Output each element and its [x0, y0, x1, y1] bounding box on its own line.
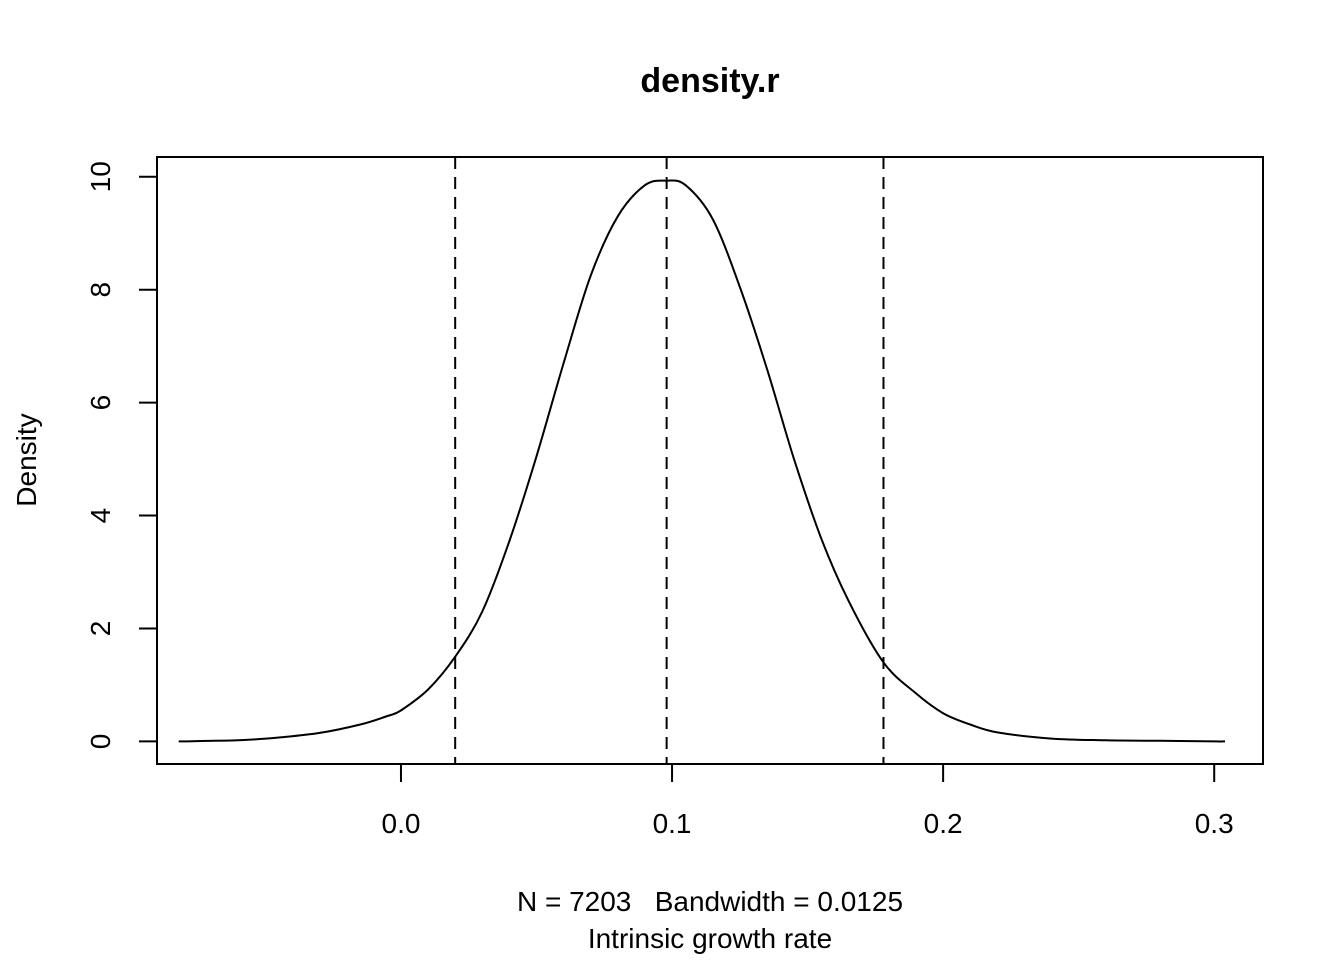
plot-frame [156, 156, 1264, 765]
series-group [178, 179, 1226, 743]
y-tick-label: 6 [85, 395, 116, 411]
y-tick-label: 0 [85, 734, 116, 750]
x-axis-label: Intrinsic growth rate [588, 923, 832, 954]
x-tick-label: 0.3 [1195, 808, 1234, 839]
y-tick-label: 10 [85, 161, 116, 192]
x-tick-label: 0.2 [924, 808, 963, 839]
density-curve [178, 179, 1226, 743]
reference-lines [454, 157, 885, 764]
y-tick-label: 8 [85, 282, 116, 298]
chart-title: density.r [640, 62, 779, 100]
x-tick-label: 0.1 [653, 808, 692, 839]
y-tick-label: 4 [85, 508, 116, 524]
x-axis: 0.0 0.1 0.2 0.3 [382, 763, 1234, 839]
x-axis-annotation: N = 7203 Bandwidth = 0.0125 [517, 886, 903, 917]
y-axis: 0 2 4 6 8 10 [85, 161, 158, 750]
y-tick-label: 2 [85, 621, 116, 637]
x-tick-label: 0.0 [382, 808, 421, 839]
y-axis-label: Density [11, 413, 42, 506]
